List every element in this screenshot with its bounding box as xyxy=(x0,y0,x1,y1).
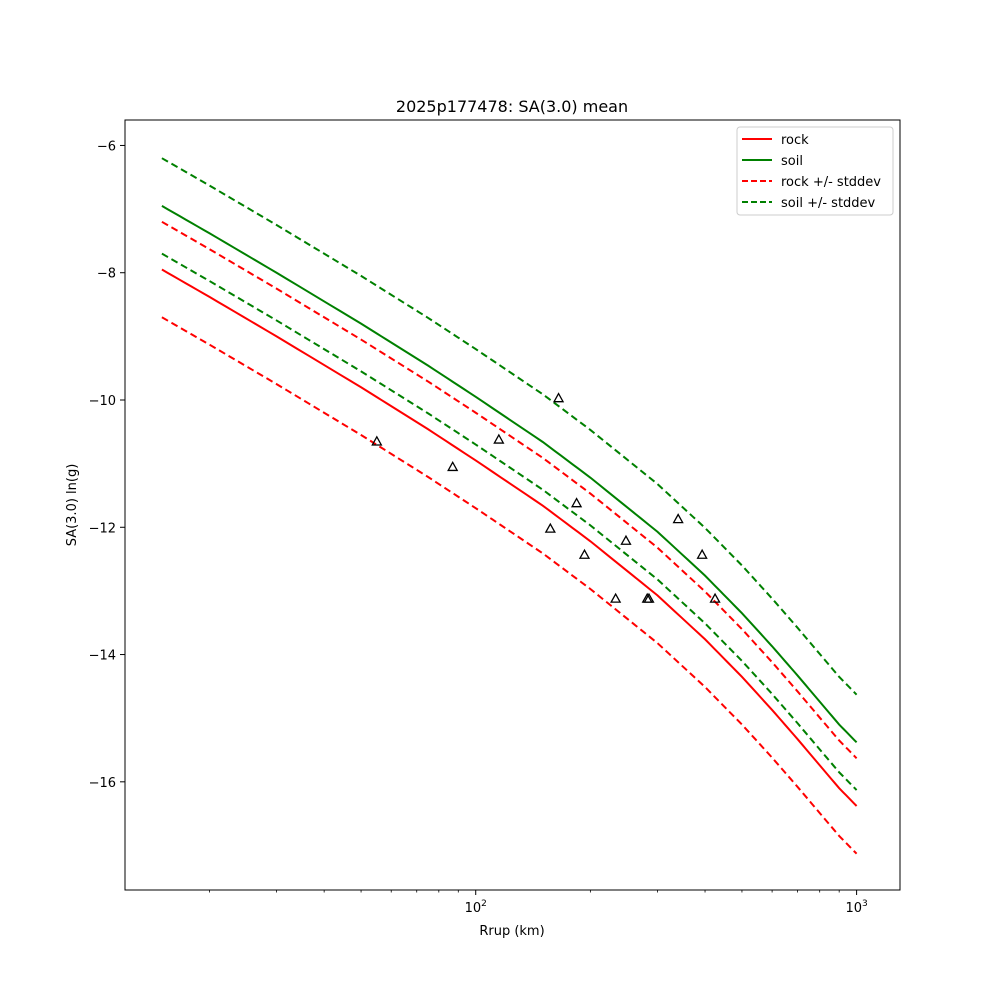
legend: rock soil rock +/- stddev soil +/- stddev xyxy=(736,126,894,216)
x-axis: 102 103 xyxy=(209,890,868,916)
series-line-0 xyxy=(161,268,858,807)
legend-label-2: rock +/- stddev xyxy=(781,175,881,190)
x-tick-label: 102 xyxy=(465,899,487,916)
y-axis-label: SA(3.0) ln(g) xyxy=(65,464,80,547)
observation-marker-13 xyxy=(709,592,721,603)
y-tick-label: −14 xyxy=(89,649,116,664)
series-line-5 xyxy=(161,252,858,791)
legend-label-0: rock xyxy=(781,133,809,148)
observation-markers xyxy=(371,392,721,603)
plot-area xyxy=(124,119,901,891)
observation-marker-1 xyxy=(447,460,459,472)
plot-border xyxy=(124,119,901,891)
observation-marker-3 xyxy=(544,522,556,533)
legend-label-3: soil +/- stddev xyxy=(781,196,876,211)
legend-label-1: soil xyxy=(781,154,803,169)
series-line-1 xyxy=(161,205,858,744)
observation-marker-2 xyxy=(493,433,505,444)
legend-box xyxy=(736,126,894,216)
y-axis: −6 −8 −10 −12 −14 −16 xyxy=(89,139,125,791)
observation-marker-11 xyxy=(672,513,684,524)
plot-frame xyxy=(125,120,900,890)
observation-marker-5 xyxy=(570,497,583,508)
series-line-4 xyxy=(161,157,858,696)
y-tick-label: −10 xyxy=(89,394,116,409)
y-tick-label: −16 xyxy=(89,776,116,791)
series-line-2 xyxy=(161,220,858,759)
series-layer xyxy=(161,157,858,855)
observation-marker-0 xyxy=(371,435,383,446)
observation-marker-10 xyxy=(643,592,655,603)
observation-marker-6 xyxy=(578,548,591,559)
series-line-3 xyxy=(161,316,858,855)
chart-title: 2025p177478: SA(3.0) mean xyxy=(396,97,628,116)
y-tick-label: −6 xyxy=(97,139,116,154)
observation-marker-7 xyxy=(610,592,622,603)
observation-marker-8 xyxy=(620,534,632,545)
observation-marker-4 xyxy=(552,392,565,403)
y-tick-label: −8 xyxy=(97,267,116,282)
x-tick-label: 103 xyxy=(845,899,867,916)
x-axis-label: Rrup (km) xyxy=(479,924,544,939)
observation-marker-12 xyxy=(696,548,708,559)
y-tick-label: −12 xyxy=(89,521,116,536)
